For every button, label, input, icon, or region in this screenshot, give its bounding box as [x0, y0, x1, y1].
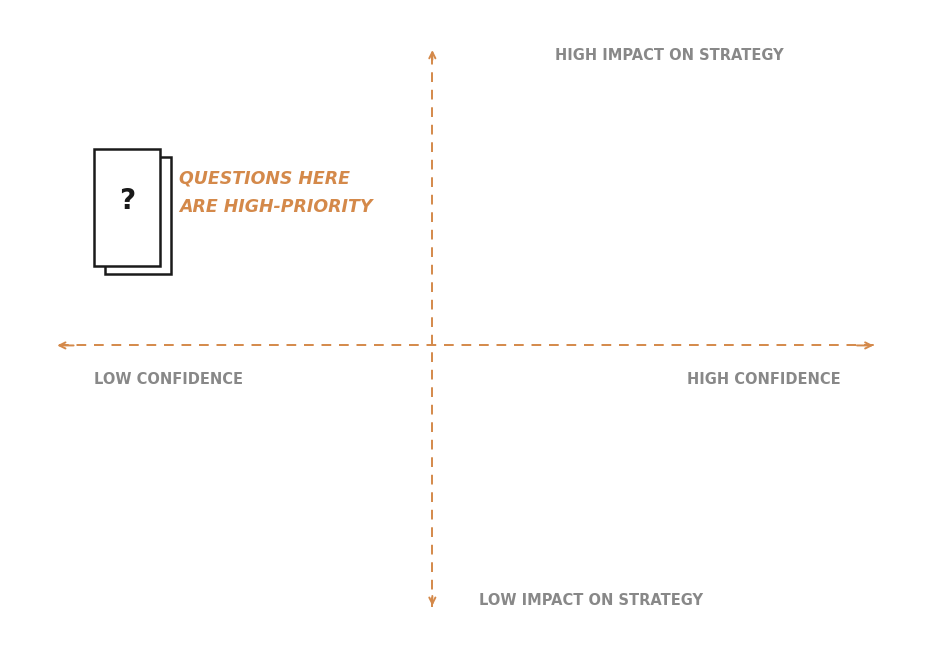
Bar: [94, 148, 160, 266]
Text: LOW IMPACT ON STRATEGY: LOW IMPACT ON STRATEGY: [479, 593, 702, 608]
Text: ?: ?: [119, 187, 135, 215]
Text: ARE HIGH-PRIORITY: ARE HIGH-PRIORITY: [180, 198, 373, 216]
Bar: [106, 157, 171, 273]
Text: QUESTIONS HERE: QUESTIONS HERE: [180, 169, 351, 187]
Text: HIGH CONFIDENCE: HIGH CONFIDENCE: [687, 371, 842, 387]
Text: LOW CONFIDENCE: LOW CONFIDENCE: [94, 371, 243, 387]
Text: HIGH IMPACT ON STRATEGY: HIGH IMPACT ON STRATEGY: [555, 48, 784, 63]
